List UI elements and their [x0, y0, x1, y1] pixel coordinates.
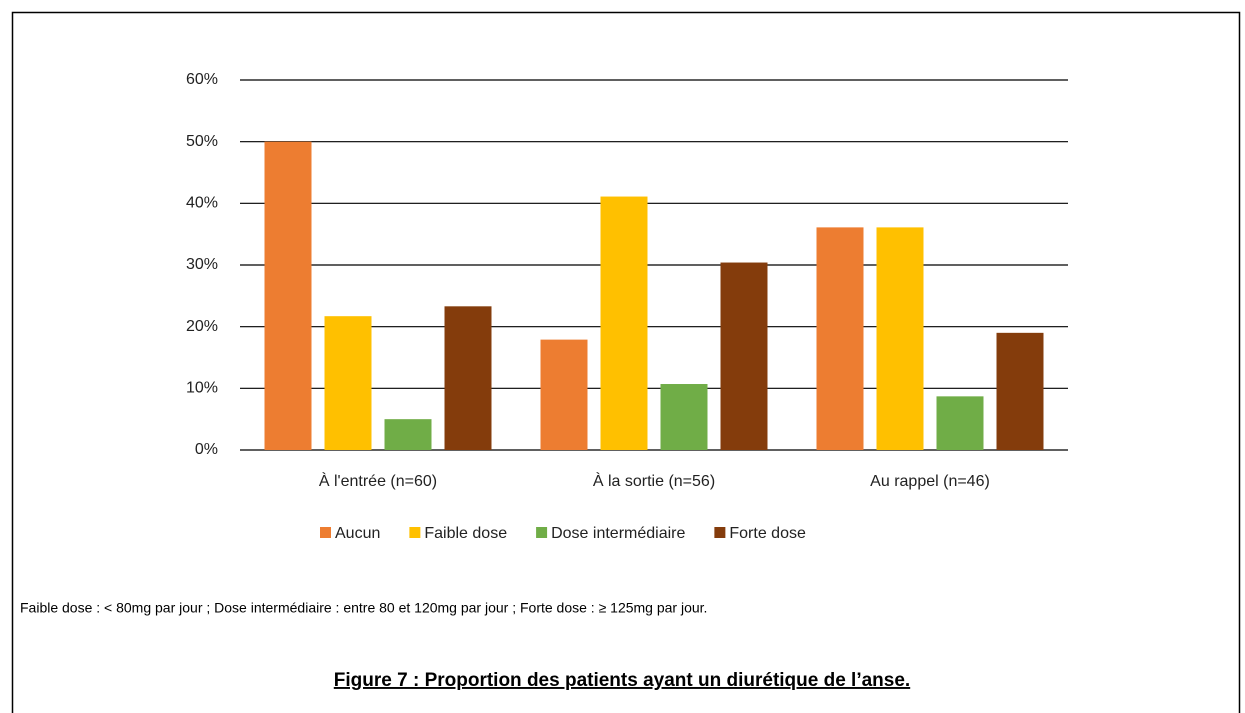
bar	[264, 141, 312, 450]
y-tick-label: 50%	[186, 133, 218, 150]
legend-label: Faible dose	[424, 525, 507, 542]
legend-label: Dose intermédiaire	[551, 525, 685, 542]
x-tick-label: Au rappel (n=46)	[870, 473, 990, 490]
y-tick-label: 0%	[195, 441, 218, 458]
bar	[660, 384, 708, 450]
legend-swatch	[409, 527, 421, 538]
y-tick-label: 30%	[186, 256, 218, 273]
bar	[816, 227, 864, 450]
legend-swatch	[714, 527, 726, 538]
y-tick-label: 40%	[186, 195, 218, 212]
figure-caption: Figure 7 : Proportion des patients ayant…	[334, 670, 910, 691]
bar	[540, 339, 588, 450]
bar	[720, 262, 768, 450]
bar	[876, 227, 924, 450]
legend-swatch	[536, 527, 548, 538]
x-tick-label: À la sortie (n=56)	[593, 471, 715, 490]
frame	[11, 11, 1241, 713]
bar	[936, 396, 984, 450]
legend-label: Aucun	[335, 525, 380, 542]
y-tick-label: 60%	[186, 71, 218, 88]
footnote: Faible dose : < 80mg par jour ; Dose int…	[20, 600, 707, 616]
bar	[996, 332, 1044, 450]
x-tick-label: À l'entrée (n=60)	[319, 471, 437, 490]
bar	[600, 196, 648, 450]
bar	[324, 316, 372, 450]
bar	[444, 306, 492, 450]
y-tick-label: 20%	[186, 318, 218, 335]
legend-label: Forte dose	[729, 525, 806, 542]
legend-swatch	[320, 527, 331, 538]
y-tick-label: 10%	[186, 380, 218, 397]
bar	[384, 419, 432, 450]
